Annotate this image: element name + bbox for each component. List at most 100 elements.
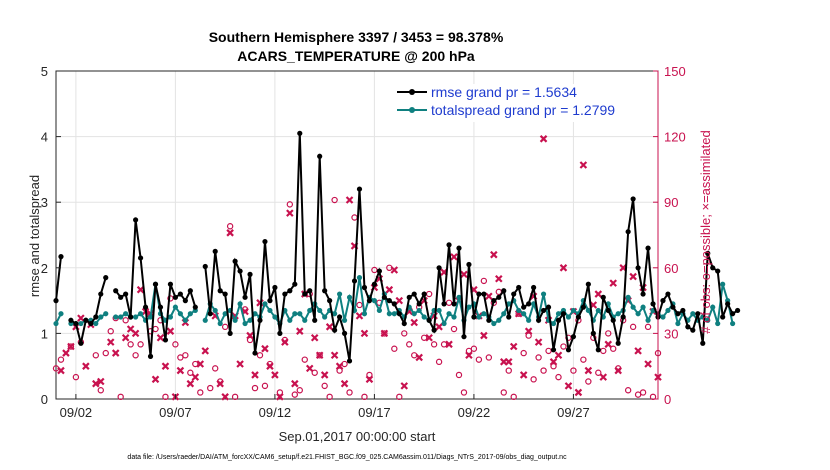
obs-assimilated-point [246, 331, 254, 340]
totalspread-point [272, 314, 278, 320]
obs-possible-point [485, 354, 493, 361]
totalspread-point [242, 320, 248, 327]
obs-possible-point [212, 365, 219, 372]
rmse-point [590, 330, 596, 336]
totalspread-point [113, 314, 119, 320]
totalspread-point [133, 314, 139, 320]
y-tick-label-right: 0 [664, 392, 671, 407]
obs-assimilated-point [261, 344, 269, 353]
obs-possible-point [187, 369, 194, 376]
rmse-point [103, 275, 109, 281]
totalspread-point [371, 298, 378, 304]
totalspread-point [466, 304, 472, 310]
rmse-point [730, 311, 736, 317]
totalspread-point [252, 311, 258, 317]
obs-possible-point [251, 384, 259, 392]
obs-assimilated-point [599, 373, 608, 381]
obs-assimilated-point [355, 312, 364, 320]
obs-possible-point [505, 367, 512, 374]
totalspread-point [690, 311, 696, 317]
rmse-point [700, 340, 706, 346]
obs-assimilated-point [480, 331, 488, 340]
totalspread-point [565, 314, 572, 320]
rmse-point [192, 304, 198, 310]
obs-assimilated-point [519, 371, 528, 379]
obs-possible-point [555, 373, 562, 381]
obs-possible-point [107, 328, 114, 335]
obs-possible-point [634, 391, 642, 398]
obs-assimilated-point [266, 362, 274, 370]
rmse-point [252, 350, 258, 356]
obs-possible-point [286, 201, 294, 208]
obs-assimilated-point [226, 229, 234, 237]
obs-possible-point [291, 391, 299, 398]
obs-assimilated-point [360, 329, 369, 338]
obs-possible-point [500, 389, 507, 396]
obs-assimilated-point [390, 266, 399, 274]
rmse-point [287, 288, 293, 294]
rmse-point [391, 301, 397, 307]
totalspread-point [391, 311, 397, 317]
grid [56, 70, 658, 400]
obs-assimilated-point [67, 342, 75, 351]
rmse-point [118, 294, 124, 300]
obs-possible-point [460, 389, 468, 396]
obs-possible-point [182, 352, 189, 359]
rmse-point [446, 242, 452, 248]
obs-possible-point [580, 356, 587, 363]
rmse-point [650, 301, 656, 307]
rmse-point [506, 314, 512, 320]
rmse-point [625, 229, 631, 235]
obs-possible-point [311, 369, 318, 376]
rmse-point [720, 314, 726, 320]
totalspread-point [287, 317, 293, 323]
totalspread-point [630, 304, 636, 310]
totalspread-point [640, 304, 646, 310]
totalspread-point [555, 311, 562, 317]
y-tick-label-right: 90 [664, 195, 678, 210]
rmse-point [341, 330, 348, 336]
legend-rmse-label: rmse grand pr = 1.5634 [431, 84, 577, 100]
rmse-point [128, 314, 134, 320]
totalspread-point [501, 311, 507, 317]
rmse-point [147, 353, 154, 359]
totalspread-point [172, 304, 179, 310]
totalspread-point [137, 311, 144, 317]
obs-assimilated-point [221, 393, 229, 401]
obs-assimilated-point [594, 290, 603, 298]
legend-rmse-marker [409, 89, 415, 95]
rmse-point [436, 265, 442, 271]
obs-assimilated-point [151, 375, 160, 384]
rmse-point [237, 268, 243, 274]
rmse-point [461, 334, 467, 340]
totalspread-point [262, 301, 268, 307]
totalspread-point [476, 314, 482, 320]
rmse-point [386, 298, 392, 304]
obs-possible-point [231, 393, 239, 401]
obs-possible-point [346, 389, 353, 396]
y-tick-label-left: 5 [41, 64, 48, 79]
rmse-point [540, 307, 547, 314]
obs-possible-point [192, 360, 199, 368]
rmse-point [207, 311, 213, 317]
totalspread-point [93, 320, 99, 327]
rmse-point [665, 291, 671, 297]
rmse-point [526, 301, 532, 307]
obs-assimilated-point [345, 196, 354, 204]
obs-possible-point [629, 323, 637, 331]
rmse-series [53, 130, 741, 364]
rmse-point [411, 291, 417, 297]
totalspread-point [103, 311, 109, 317]
totalspread-point [123, 311, 129, 317]
rmse-point [212, 248, 218, 254]
obs-assimilated-point [495, 274, 503, 283]
obs-possible-point [600, 347, 607, 355]
rmse-point [640, 291, 646, 297]
obs-assimilated-point [77, 314, 85, 322]
totalspread-point [526, 317, 532, 323]
obs-assimilated-point [111, 349, 120, 357]
rmse-point [88, 320, 94, 327]
rmse-point [376, 268, 382, 274]
obs-possible-point [545, 347, 552, 355]
rmse-point [177, 291, 183, 297]
